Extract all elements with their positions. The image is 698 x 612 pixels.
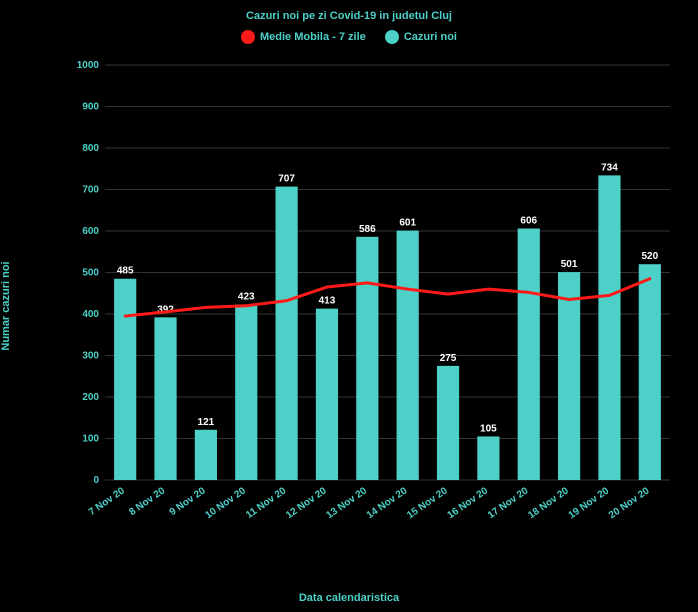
x-tick: 12 Nov 20 [284,485,329,521]
y-tick: 0 [93,475,670,486]
svg-text:1000: 1000 [77,60,100,71]
svg-text:9 Nov 20: 9 Nov 20 [168,485,208,518]
plot-area: 0100200300400500600700800900100048539212… [70,55,680,535]
bar [598,175,620,480]
chart-title: Cazuri noi pe zi Covid-19 in judetul Clu… [0,10,698,22]
bar-value-label: 520 [641,251,658,262]
legend-label-bar: Cazuri noi [404,31,457,43]
bar [154,317,176,480]
svg-text:18 Nov 20: 18 Nov 20 [526,485,571,521]
x-tick: 16 Nov 20 [446,485,491,521]
bar-value-label: 586 [359,224,376,235]
legend-label-line: Medie Mobila - 7 zile [260,31,366,43]
svg-text:15 Nov 20: 15 Nov 20 [405,485,450,521]
svg-text:100: 100 [82,434,99,445]
bar [114,279,136,480]
svg-text:11 Nov 20: 11 Nov 20 [244,485,288,521]
svg-text:20 Nov 20: 20 Nov 20 [607,485,652,521]
legend-swatch-bar [385,30,399,44]
svg-text:800: 800 [82,143,99,154]
svg-text:700: 700 [82,185,99,196]
bar [356,237,378,480]
svg-text:900: 900 [82,102,99,113]
x-axis-label: Data calendaristica [0,592,698,604]
svg-text:200: 200 [82,392,99,403]
bar [639,264,661,480]
x-tick: 18 Nov 20 [526,485,571,521]
legend-item-bar: Cazuri noi [385,30,457,44]
svg-text:600: 600 [82,226,99,237]
svg-text:10 Nov 20: 10 Nov 20 [203,485,248,521]
svg-text:8 Nov 20: 8 Nov 20 [127,485,167,518]
bar-value-label: 606 [520,216,537,227]
bar-value-label: 601 [399,218,416,229]
bar [558,272,580,480]
bar-value-label: 485 [117,266,134,277]
bar-value-label: 501 [561,259,578,270]
svg-text:500: 500 [82,268,99,279]
svg-text:12 Nov 20: 12 Nov 20 [284,485,329,521]
legend-swatch-line [241,30,255,44]
bar [477,436,499,480]
bar [235,304,257,480]
x-tick: 9 Nov 20 [168,485,208,518]
svg-text:16 Nov 20: 16 Nov 20 [446,485,491,521]
svg-text:13 Nov 20: 13 Nov 20 [324,485,369,521]
bar-value-label: 121 [198,417,215,428]
x-tick: 14 Nov 20 [365,485,410,521]
y-tick: 900 [82,102,670,113]
bar [316,309,338,480]
svg-text:14 Nov 20: 14 Nov 20 [365,485,410,521]
bar-value-label: 734 [601,162,618,173]
svg-text:19 Nov 20: 19 Nov 20 [567,485,612,521]
x-tick: 7 Nov 20 [87,485,127,518]
x-tick: 13 Nov 20 [324,485,369,521]
chart-svg: 0100200300400500600700800900100048539212… [70,55,680,535]
bar [397,231,419,480]
y-tick: 600 [82,226,670,237]
svg-text:7 Nov 20: 7 Nov 20 [87,485,127,518]
x-tick: 20 Nov 20 [607,485,652,521]
bar [518,229,540,480]
bar-value-label: 707 [278,174,295,185]
y-axis-label: Numar cazuri noi [0,261,12,350]
bar-value-label: 423 [238,291,255,302]
svg-text:300: 300 [82,351,99,362]
svg-text:17 Nov 20: 17 Nov 20 [486,485,531,521]
y-tick: 800 [82,143,670,154]
bar-value-label: 275 [440,353,457,364]
svg-text:400: 400 [82,309,99,320]
x-tick: 17 Nov 20 [486,485,531,521]
x-tick: 10 Nov 20 [203,485,248,521]
bar [437,366,459,480]
y-tick: 700 [82,185,670,196]
x-tick: 11 Nov 20 [244,485,288,521]
x-tick: 8 Nov 20 [127,485,167,518]
svg-text:0: 0 [93,475,99,486]
bar-value-label: 105 [480,423,497,434]
chart-container: Cazuri noi pe zi Covid-19 in judetul Clu… [0,0,698,612]
chart-legend: Medie Mobila - 7 zile Cazuri noi [0,30,698,47]
x-tick: 19 Nov 20 [567,485,612,521]
x-tick: 15 Nov 20 [405,485,450,521]
bar-value-label: 413 [319,296,336,307]
legend-item-line: Medie Mobila - 7 zile [241,30,366,44]
bar [276,187,298,480]
bar [195,430,217,480]
y-tick: 1000 [77,60,670,71]
